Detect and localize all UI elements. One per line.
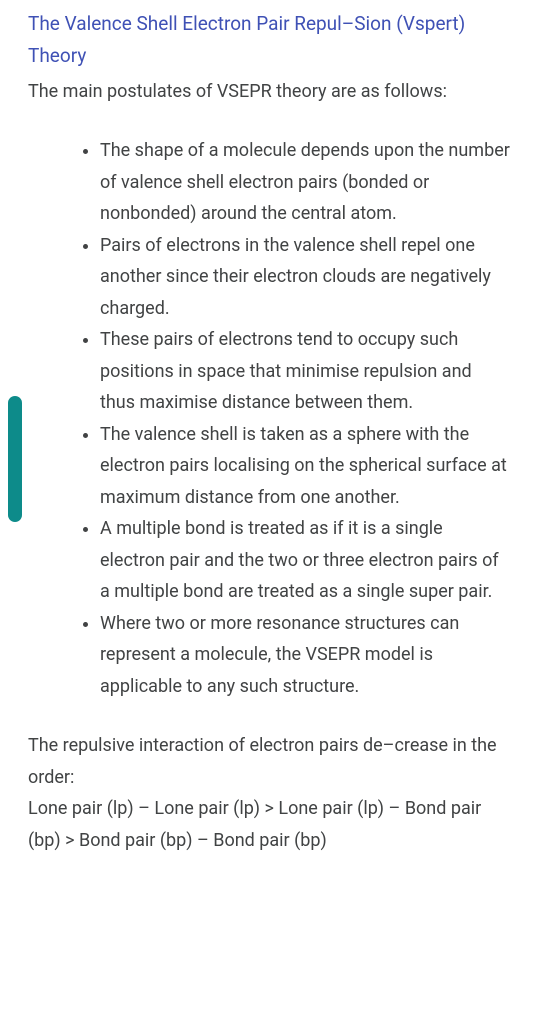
list-item: Pairs of electrons in the valence shell … (100, 230, 512, 325)
list-item: Where two or more resonance structures c… (100, 608, 512, 703)
section-title: The Valence Shell Electron Pair Repul–Si… (28, 8, 512, 73)
outro-line-1: The repulsive interaction of electron pa… (28, 735, 497, 788)
outro-paragraph: The repulsive interaction of electron pa… (28, 730, 512, 856)
list-item: The shape of a molecule depends upon the… (100, 135, 512, 230)
list-item: A multiple bond is treated as if it is a… (100, 513, 512, 608)
outro-line-2: Lone pair (lp) – Lone pair (lp) > Lone p… (28, 798, 481, 851)
list-item: The valence shell is taken as a sphere w… (100, 419, 512, 514)
annotation-mark (8, 396, 22, 522)
document-page: The Valence Shell Electron Pair Repul–Si… (0, 0, 540, 876)
list-item: These pairs of electrons tend to occupy … (100, 324, 512, 419)
intro-text: The main postulates of VSEPR theory are … (28, 77, 512, 108)
postulates-list: The shape of a molecule depends upon the… (28, 135, 512, 702)
